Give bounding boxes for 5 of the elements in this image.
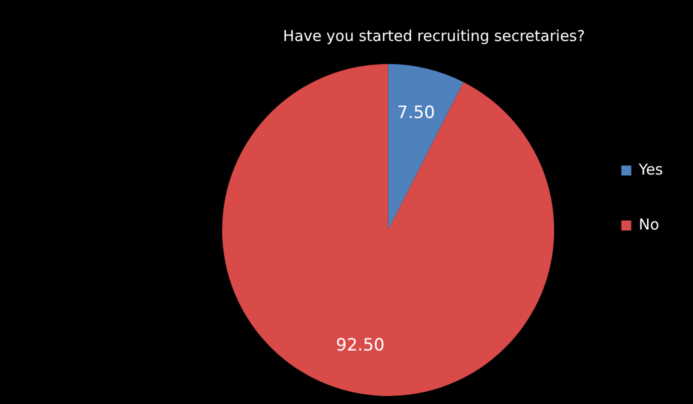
data-label: 7.50: [397, 103, 435, 124]
data-label: 92.50: [336, 336, 385, 356]
chart-title: Have you started recruiting secretaries?: [283, 26, 585, 45]
legend-label: No: [638, 215, 660, 234]
legend-label: Yes: [638, 160, 664, 178]
